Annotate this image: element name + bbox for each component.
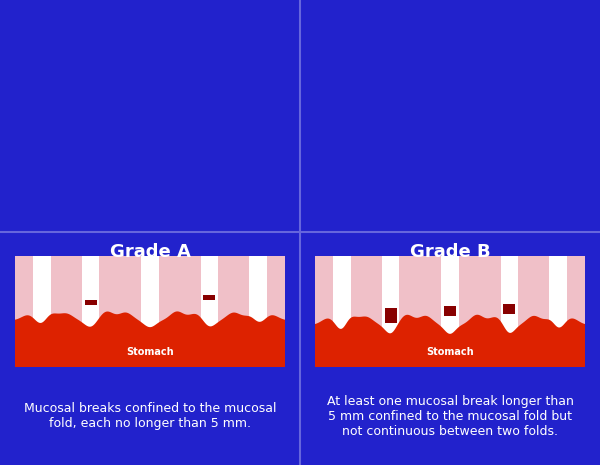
Text: Grade A: Grade A	[110, 243, 190, 261]
Polygon shape	[15, 312, 285, 367]
Bar	[503, 304, 515, 314]
Bar	[200, 256, 218, 367]
Bar	[85, 300, 97, 305]
Bar	[441, 256, 459, 367]
Bar	[382, 256, 400, 367]
Bar	[333, 256, 351, 367]
Bar	[385, 308, 397, 323]
Text: Mucosal breaks confined to the mucosal
fold, each no longer than 5 mm.: Mucosal breaks confined to the mucosal f…	[24, 402, 276, 430]
Polygon shape	[315, 315, 585, 367]
Text: At least one mucosal break longer than
5 mm confined to the mucosal fold but
not: At least one mucosal break longer than 5…	[326, 395, 574, 438]
Bar	[82, 256, 100, 367]
Bar	[549, 256, 567, 367]
Bar	[33, 256, 51, 367]
Bar	[444, 306, 456, 316]
Text: Stomach: Stomach	[126, 347, 174, 357]
Bar	[249, 256, 267, 367]
Text: Grade B: Grade B	[410, 243, 490, 261]
Bar	[141, 256, 159, 367]
Bar	[203, 295, 215, 300]
Text: Stomach: Stomach	[426, 347, 474, 357]
Bar	[500, 256, 518, 367]
